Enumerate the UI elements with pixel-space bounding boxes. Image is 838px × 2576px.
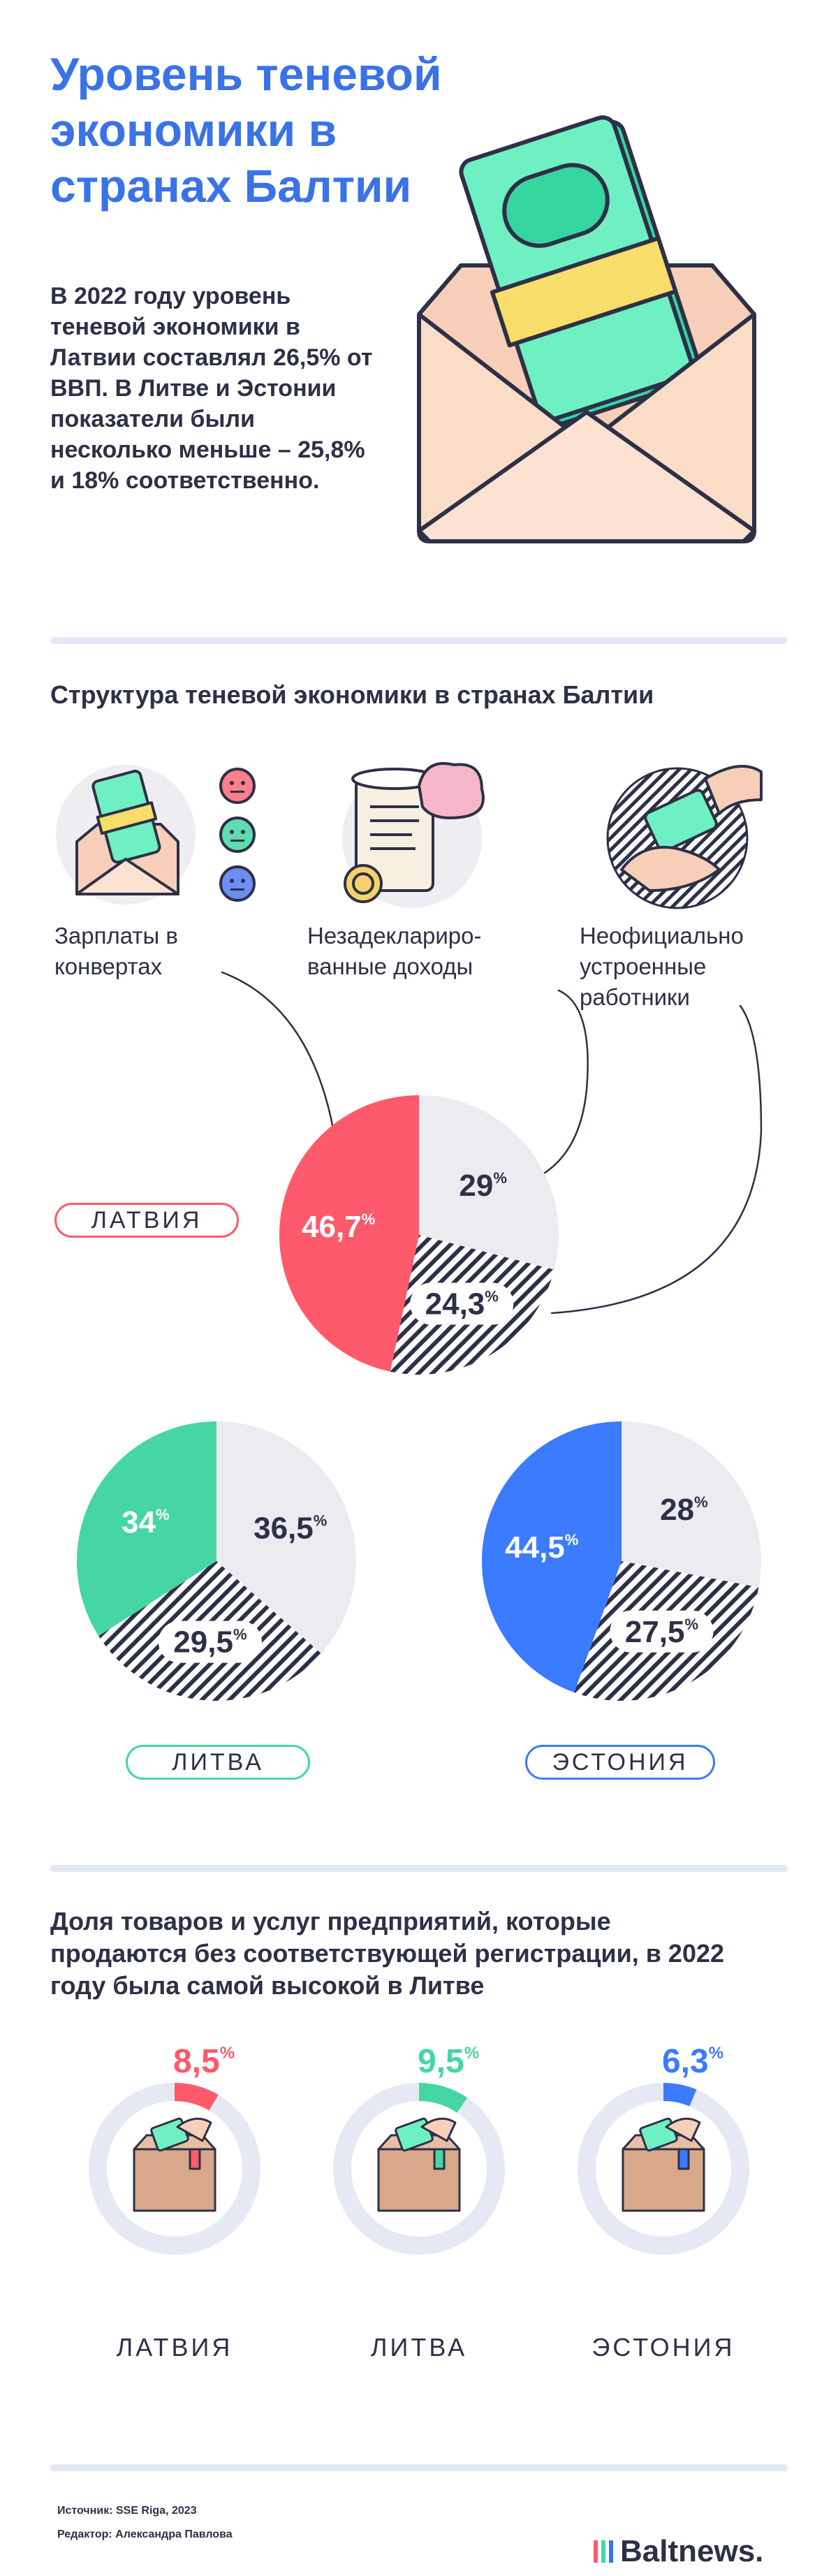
category-label-envelope-salaries: Зарплаты в конвертах — [54, 923, 178, 979]
unregistered-title: Доля товаров и услуг предприятий, которы… — [50, 1907, 725, 2000]
pie-slice-latvia-undeclared-income — [419, 1095, 559, 1270]
box-money-icon — [622, 2117, 705, 2212]
pie-slice-estonia-undeclared-income — [622, 1421, 761, 1588]
pie-value-estonia-unofficial-workers: 27,5% — [610, 1610, 714, 1653]
svg-text:6,3%: 6,3% — [662, 2043, 723, 2080]
pie-value-lithuania-envelope-salaries: 34% — [122, 1505, 170, 1539]
svg-text:29,5%: 29,5% — [173, 1625, 247, 1660]
donut-value-lithuania: 9,5% — [418, 2043, 479, 2080]
leader-line-undeclared — [529, 989, 589, 1182]
divider — [50, 1865, 788, 1872]
svg-text:9,5%: 9,5% — [418, 2043, 479, 2080]
leader-line-unofficial — [550, 1004, 763, 1315]
scroll-brain-icon — [342, 762, 485, 908]
pie-value-latvia-unofficial-workers: 24,3% — [410, 1282, 514, 1325]
divider — [50, 2464, 788, 2471]
pie-value-estonia-unofficial-workers-bg — [610, 1610, 714, 1653]
envelope-money-emoji-icon — [56, 765, 256, 905]
donut-value-latvia: 8,5% — [173, 2043, 235, 2080]
page-title: Уровень теневой экономики в странах Балт… — [50, 48, 442, 212]
brand-name: Baltnews. — [620, 2534, 764, 2568]
brand-bars-icon — [594, 2540, 613, 2563]
pie-value-lithuania-undeclared-income: 36,5% — [253, 1511, 327, 1545]
svg-text:34%: 34% — [122, 1505, 170, 1539]
pie-slice-lithuania-envelope-salaries — [77, 1421, 216, 1637]
donut-arc-lithuania — [418, 2083, 468, 2114]
donut-lithuania: 9,5% — [333, 2043, 505, 2255]
svg-text:8,5%: 8,5% — [173, 2043, 235, 2080]
source-text: Источник: SSE Riga, 2023 — [57, 2505, 197, 2517]
donut-arc-latvia — [174, 2083, 219, 2111]
pill-lithuania: ЛИТВА — [126, 1745, 310, 1780]
pill-latvia: ЛАТВИЯ — [54, 1203, 239, 1238]
pie-value-latvia-unofficial-workers-bg — [410, 1282, 514, 1325]
category-label-unofficial-workers: Неофициально устроенные работники — [580, 923, 744, 1010]
svg-text:46,7%: 46,7% — [302, 1210, 375, 1244]
svg-text:27,5%: 27,5% — [625, 1615, 698, 1649]
box-money-icon — [133, 2117, 216, 2212]
pie-chart-lithuania: 36,5% 29,5% 34% — [77, 1421, 356, 1701]
donut-estonia: 6,3% — [578, 2043, 749, 2255]
hand-money-icon — [606, 765, 763, 909]
svg-text:44,5%: 44,5% — [505, 1530, 578, 1565]
pill-estonia-label: ЭСТОНИЯ — [552, 1748, 689, 1776]
pie-value-latvia-envelope-salaries: 46,7% — [302, 1210, 375, 1244]
pie-value-lithuania-unofficial-workers-bg — [158, 1620, 262, 1663]
pill-lithuania-label: ЛИТВА — [172, 1748, 264, 1776]
pie-value-lithuania-unofficial-workers: 29,5% — [158, 1620, 262, 1663]
pie-value-latvia-undeclared-income: 29% — [459, 1169, 507, 1203]
donut-label-lithuania: ЛИТВА — [370, 2333, 468, 2362]
svg-text:29%: 29% — [459, 1169, 507, 1203]
editor-text: Редактор: Александра Павлова — [57, 2529, 233, 2540]
pill-estonia: ЭСТОНИЯ — [525, 1745, 715, 1780]
svg-text:24,3%: 24,3% — [425, 1287, 499, 1322]
pie-value-estonia-envelope-salaries: 44,5% — [505, 1530, 578, 1565]
divider — [50, 637, 788, 644]
envelope-money-illustration — [417, 115, 756, 543]
donut-label-estonia: ЭСТОНИЯ — [591, 2333, 735, 2362]
pie-chart-estonia: 28% 27,5% 44,5% — [482, 1421, 761, 1701]
structure-title: Структура теневой экономики в странах Ба… — [50, 680, 654, 709]
svg-text:28%: 28% — [660, 1493, 708, 1527]
donut-arc-estonia — [663, 2083, 697, 2107]
pie-value-estonia-undeclared-income: 28% — [660, 1493, 708, 1527]
box-money-icon — [377, 2117, 461, 2212]
svg-text:36,5%: 36,5% — [253, 1511, 327, 1545]
brand-logo[interactable]: Baltnews. — [594, 2534, 763, 2569]
intro-text: В 2022 году уровень теневой экономики в … — [50, 283, 373, 494]
category-label-undeclared-income: Незадеклариро­ванные доходы — [307, 923, 482, 979]
pie-chart-latvia: 29% 24,3% 46,7% — [279, 1095, 559, 1375]
donut-value-estonia: 6,3% — [662, 2043, 723, 2080]
donut-latvia: 8,5% — [89, 2043, 260, 2255]
pill-latvia-label: ЛАТВИЯ — [91, 1206, 203, 1234]
pie-slice-latvia-envelope-salaries — [279, 1095, 419, 1372]
donut-label-latvia: ЛАТВИЯ — [116, 2333, 233, 2362]
pie-slice-lithuania-undeclared-income — [216, 1421, 356, 1654]
pie-slice-estonia-envelope-salaries — [482, 1421, 622, 1693]
